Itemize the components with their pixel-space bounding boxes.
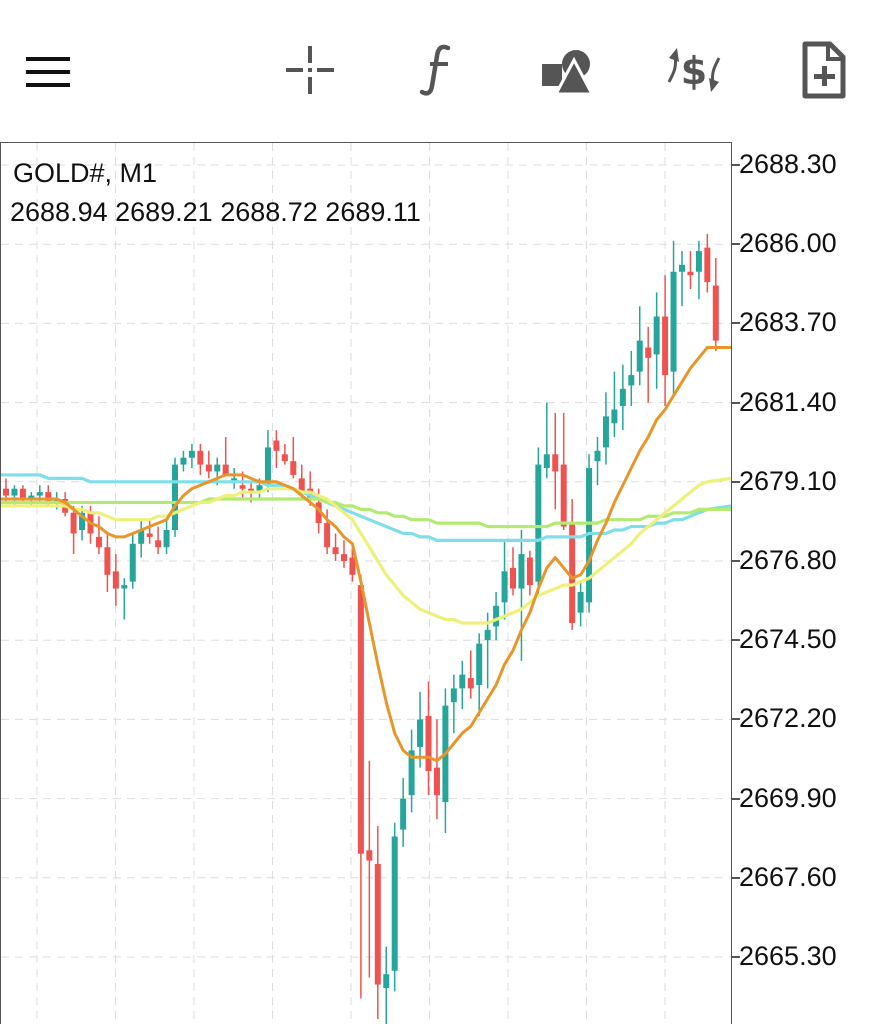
new-order-icon[interactable] xyxy=(794,38,854,102)
function-icon[interactable] xyxy=(408,40,468,100)
price-tick xyxy=(732,164,740,166)
price-label: 2674.50 xyxy=(739,624,837,655)
price-label: 2681.40 xyxy=(739,386,837,417)
price-label: 2676.80 xyxy=(739,545,837,575)
price-label: 2688.30 xyxy=(739,149,837,179)
price-tick xyxy=(732,243,740,246)
price-label: 2665.30 xyxy=(739,941,837,971)
toolbar: $ xyxy=(0,0,887,140)
price-tick xyxy=(732,401,740,404)
price-tick xyxy=(732,322,740,325)
price-tick xyxy=(732,718,740,721)
chart-area[interactable] xyxy=(0,142,732,1024)
price-label: 2679.10 xyxy=(739,465,837,496)
objects-icon[interactable] xyxy=(536,40,596,100)
price-label: 2672.20 xyxy=(739,703,837,734)
price-tick xyxy=(732,797,740,800)
ohlc-values: 2688.94 2689.21 2688.72 2689.11 xyxy=(10,197,421,227)
price-tick xyxy=(732,560,740,562)
menu-icon[interactable] xyxy=(20,44,76,100)
price-tick xyxy=(732,639,740,642)
price-label: 2667.60 xyxy=(739,861,837,892)
price-label: 2686.00 xyxy=(739,228,837,259)
symbol-timeframe-label: GOLD#, M1 xyxy=(13,158,158,188)
price-tick xyxy=(732,956,740,958)
crosshair-icon[interactable] xyxy=(280,40,340,100)
price-label: 2669.90 xyxy=(739,782,837,813)
price-label: 2683.70 xyxy=(739,307,837,338)
svg-text:$: $ xyxy=(681,49,707,93)
price-tick xyxy=(732,876,740,879)
price-tick xyxy=(732,480,740,483)
trade-icon[interactable]: $ xyxy=(662,40,726,100)
